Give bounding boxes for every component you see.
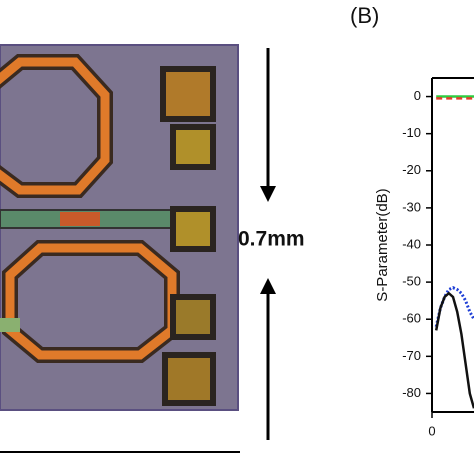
scale-arrows [0,48,276,453]
y-tick-label: -50 [402,274,421,289]
y-tick-label: -20 [402,162,421,177]
y-tick-label: -80 [402,385,421,400]
chip-photo [0,44,239,411]
series-line [434,291,474,409]
scale-label: 0.7mm [238,228,305,251]
y-tick-label: -40 [402,236,421,251]
x-tick-label: 0 [428,423,435,438]
panel-label: (B) [350,3,379,28]
y-axis-label: S-Parameter(dB) [374,188,391,301]
y-tick-label: -30 [402,199,421,214]
y-tick-label: -60 [402,311,421,326]
y-tick-label: -70 [402,348,421,363]
y-tick-label: -10 [402,125,421,140]
y-tick-label: 0 [414,88,421,103]
